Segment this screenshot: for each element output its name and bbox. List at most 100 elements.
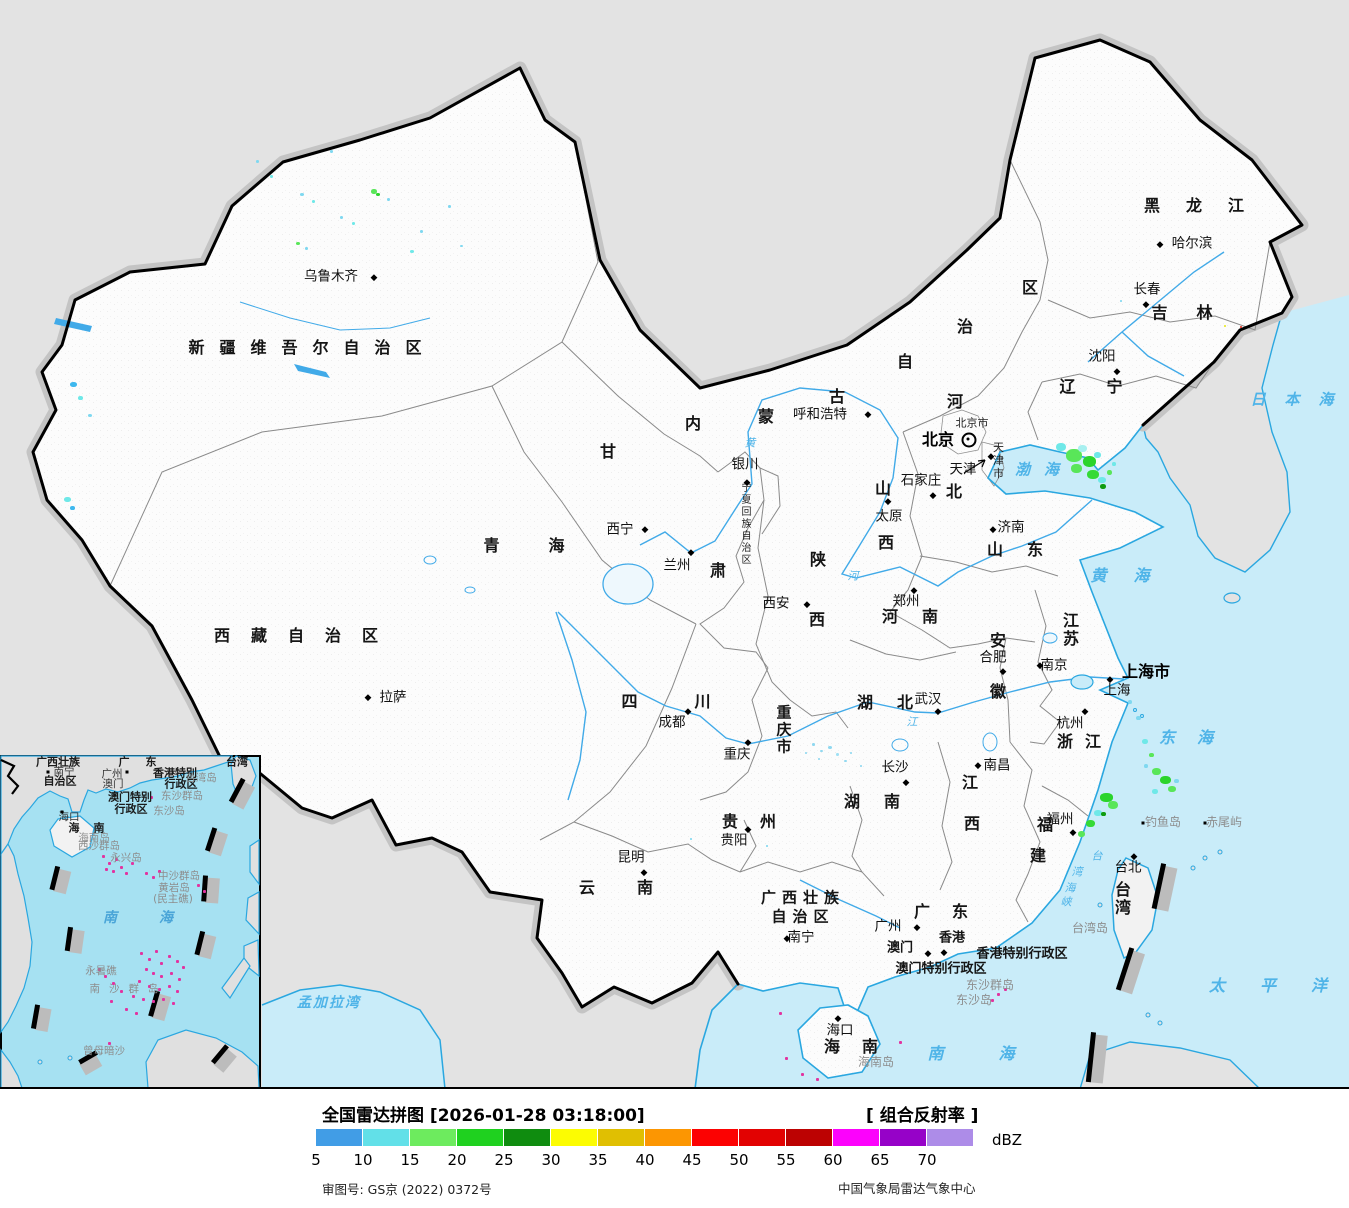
province-label: 河: [946, 392, 964, 411]
radar-echo: [1136, 716, 1141, 720]
province-label: 陕: [809, 550, 827, 569]
south-china-sea-inset: [0, 755, 261, 1089]
province-label: 贵州: [721, 812, 799, 831]
radar-echo: [1094, 810, 1102, 816]
river-label: 江: [906, 715, 918, 729]
boundary-dash: [210, 1044, 239, 1073]
radar-echo: [1100, 484, 1106, 489]
inset-province-label: 香港特别: [153, 766, 197, 780]
city-label: 天津: [949, 461, 977, 478]
city-marker: ◆: [999, 667, 1007, 677]
island-symbol: [125, 1008, 128, 1011]
lakes: [54, 318, 1094, 752]
province-label: 香港: [938, 930, 966, 946]
radar-echo: [270, 175, 273, 178]
island-label: 钓鱼岛: [1144, 815, 1182, 829]
province-label: 肃: [709, 561, 727, 580]
city-marker: ◆: [834, 1014, 842, 1024]
province-label: 吉林: [1151, 303, 1242, 322]
island-symbol: [145, 968, 148, 971]
river-label: 海: [1064, 881, 1076, 895]
map-overlays: 黑龙江 吉林 辽宁内蒙古自治区新疆维吾尔自治区甘肃青海 西藏自治区 四川 重庆市陕西山西河…: [30, 150, 1349, 1084]
city-marker: ◆: [1142, 300, 1150, 310]
china-radar-map: 黑龙江 吉林 辽宁内蒙古自治区新疆维吾尔自治区甘肃青海 西藏自治区 四川 重庆市陕西山西河…: [0, 0, 1349, 1089]
island-symbol: [899, 1041, 902, 1044]
legend-panel: 全国雷达拼图 [2026-01-28 03:18:00] [ 组合反射率 ] d…: [0, 1089, 1349, 1208]
city-label: 银川: [731, 456, 759, 473]
map-title: 全国雷达拼图 [2026-01-28 03:18:00]: [322, 1106, 645, 1126]
city-marker: ◆: [364, 693, 372, 703]
city-label: 济南: [997, 519, 1025, 536]
island-symbol: [138, 980, 141, 983]
province-label: 云南: [578, 878, 696, 897]
radar-echo: [690, 838, 692, 840]
city-label: 呼和浩特: [793, 406, 847, 423]
national-border: [31, 38, 1304, 1009]
dbz-color-segment: [457, 1129, 504, 1146]
city-label: 重庆: [723, 746, 751, 763]
small-dot-marker: [1141, 821, 1145, 825]
island-symbol: [152, 1000, 155, 1003]
province-label: 蒙: [757, 407, 775, 426]
city-label: 拉萨: [379, 689, 407, 706]
province-label: 湖南: [843, 792, 925, 811]
island-symbol: [110, 1000, 113, 1003]
city-marker: ◆: [1130, 852, 1138, 862]
radar-echo: [1142, 739, 1148, 744]
radar-echo: [1101, 812, 1106, 816]
island-symbol: [125, 872, 128, 875]
inset-island-label: 黄岩岛: [158, 881, 190, 894]
island-symbol: [168, 955, 171, 958]
radar-echo: [812, 743, 815, 746]
radar-echo: [88, 414, 92, 417]
island-symbol: [104, 975, 107, 978]
island-symbol: [176, 960, 179, 963]
inset-province-label: 澳门特别: [108, 790, 152, 804]
city-marker: ◆: [370, 273, 378, 283]
island-symbol: [152, 972, 155, 975]
island-symbol: [176, 990, 179, 993]
island-symbol: [182, 966, 185, 969]
dbz-tick-label: 25: [494, 1151, 514, 1169]
city-marker: ◆: [929, 491, 937, 501]
korea-peninsula: [1142, 311, 1291, 604]
island-symbol: [102, 855, 105, 858]
dbz-color-segment: [363, 1129, 410, 1146]
city-marker: ◆: [640, 868, 648, 878]
city-label: 合肥: [979, 649, 1007, 666]
city-label: 乌鲁木齐: [304, 268, 358, 285]
inset-island-label: 永兴岛: [110, 851, 142, 864]
tianjin-arrow: [963, 459, 986, 474]
city-label: 郑州: [892, 593, 920, 610]
inset-province-label: 行政区: [164, 777, 198, 791]
province-label: 青海: [483, 536, 614, 555]
city-marker: ◆: [989, 525, 997, 535]
city-marker: ◆: [803, 600, 811, 610]
city-label: 杭州: [1056, 715, 1084, 732]
island-label: 赤尾屿: [1205, 815, 1243, 829]
island-symbol: [785, 1057, 788, 1060]
sea-label: 太平洋: [1208, 976, 1349, 995]
radar-echo: [448, 205, 451, 208]
city-label-small: 天津市: [991, 441, 1005, 481]
province-label: 内: [684, 414, 702, 433]
city-label: 上海: [1103, 682, 1131, 699]
dbz-color-segment: [880, 1129, 927, 1146]
province-label: 西: [963, 814, 981, 833]
province-label: 区: [1021, 278, 1039, 297]
inset-island-label: (民主礁): [153, 892, 193, 905]
island-label: 东沙群岛: [965, 978, 1015, 992]
radar-echo: [1168, 786, 1176, 792]
radar-echo: [1224, 325, 1226, 327]
city-label: 南昌: [983, 757, 1011, 774]
dbz-color-segment: [786, 1129, 833, 1146]
island-symbol: [152, 876, 155, 879]
radar-echo: [1083, 456, 1096, 467]
city-marker: ◆: [783, 934, 791, 944]
inset-province-label: 南: [93, 821, 105, 835]
dbz-tick-label: 65: [870, 1151, 890, 1169]
island-symbol: [108, 1042, 111, 1045]
dbz-tick-label: 50: [729, 1151, 749, 1169]
province-label: 建: [1029, 846, 1047, 865]
inset-province-label: 广: [118, 755, 130, 769]
